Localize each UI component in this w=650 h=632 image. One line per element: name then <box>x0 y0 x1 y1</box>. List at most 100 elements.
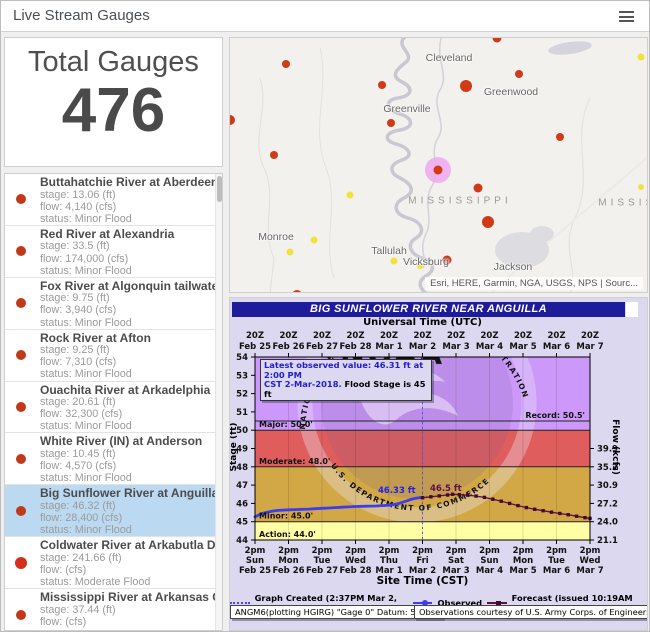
legend-observed-label: Observed <box>437 598 483 608</box>
gauge-list-item[interactable]: Ouachita River at Arkadelphia stage: 20.… <box>5 382 222 434</box>
forecast-marker <box>516 503 520 508</box>
gauge-name: Mississippi River at Arkansas City <box>40 590 222 605</box>
gauge-name: Big Sunflower River at Anguilla <box>40 486 219 501</box>
gauge-list-item[interactable]: Big Sunflower River at Anguilla stage: 4… <box>5 485 222 538</box>
threshold-label-minor: Minor: 45.0' <box>259 512 313 521</box>
stage-tick-label: 45 <box>236 518 248 528</box>
gauge-list-item[interactable]: White River (IN) at Anderson stage: 10.4… <box>5 433 222 486</box>
gauge-list-item[interactable]: Buttahatchie River at Aberdeen stage: 13… <box>5 174 222 226</box>
flow-tick-label: 24.0 <box>597 518 618 528</box>
gauge-stage: stage: 241.66 (ft) <box>40 551 122 564</box>
list-scrollbar[interactable] <box>215 174 222 630</box>
flow-tick-label: 21.1 <box>597 536 618 546</box>
forecast-marker <box>450 492 455 496</box>
menu-icon[interactable] <box>619 11 634 22</box>
gauge-name: Fox River at Algonquin tailwater <box>40 278 222 293</box>
gauge-status-dot-icon <box>16 194 26 205</box>
site-date-label: Mar 2 <box>409 566 436 576</box>
gauge-list-item[interactable]: Fox River at Algonquin tailwater stage: … <box>5 278 222 330</box>
gauge-flow: flow: 4,140 (cfs) <box>40 200 117 213</box>
forecast-marker <box>482 495 487 500</box>
flow-tick-label: 39.9 <box>597 445 618 455</box>
gauge-flow: flow: 3,940 (cfs) <box>40 304 117 317</box>
map-panel[interactable]: Cleveland Greenville Greenwood Monroe Tallul… <box>229 37 648 293</box>
gauge-status: status: Minor Flood <box>40 316 132 329</box>
map-gauge-dot[interactable] <box>230 115 235 125</box>
utc-date-label: Mar 1 <box>375 342 402 352</box>
gauge-list-item[interactable]: Rock River at Afton stage: 9.25 (ft) flo… <box>5 330 222 382</box>
utc-date-label: Feb 28 <box>339 342 371 352</box>
total-gauges-card: Total Gauges 476 <box>4 37 223 167</box>
map-gauge-dot[interactable] <box>292 290 302 293</box>
threshold-label-action: Action: 44.0' <box>259 530 316 539</box>
observed-series-line <box>253 495 424 519</box>
gauge-list-item[interactable]: Mississippi River at Arkansas City stage… <box>5 589 222 630</box>
site-time-tick-label: 2pm <box>245 546 266 556</box>
site-time-tick-label: 2pm <box>312 546 333 556</box>
gauge-status: status: Moderate Flood <box>40 576 151 589</box>
gauge-flow: flow: 7,310 (cfs) <box>40 356 117 369</box>
stage-tick-label: 51 <box>236 408 248 418</box>
utc-tick-label: 20Z <box>548 331 566 341</box>
map-gauge-dot[interactable] <box>460 80 472 92</box>
gauge-list-item[interactable]: Red River at Alexandria stage: 33.5 (ft)… <box>5 226 222 278</box>
gauge-list-item[interactable]: Coldwater River at Arkabutla Dam stage: … <box>5 537 222 590</box>
map-gauge-dot[interactable] <box>286 248 294 256</box>
total-gauges-label: Total Gauges <box>28 46 199 78</box>
site-time-tick-label: 2pm <box>278 546 299 556</box>
gauge-stage: stage: 13.06 (ft) <box>40 188 116 201</box>
map-gauge-dot[interactable] <box>433 165 443 175</box>
site-time-tick-label: 2pm <box>513 546 534 556</box>
gauge-flow: flow: 174,000 (cfs) <box>40 252 129 265</box>
site-date-label: Mar 5 <box>509 566 536 576</box>
map-gauge-dot[interactable] <box>390 257 398 265</box>
map-gauge-dot[interactable] <box>515 70 523 78</box>
site-date-label: Mar 6 <box>543 566 570 576</box>
utc-tick-label: 20Z <box>246 331 264 341</box>
observed-line-swatch <box>412 600 433 606</box>
map-gauge-dot[interactable] <box>556 133 564 141</box>
forecast-marker <box>541 509 545 513</box>
gauge-flow: flow: (cfs) <box>40 615 87 628</box>
utc-date-label: Feb 26 <box>272 342 304 352</box>
top-axis-title: Universal Time (UTC) <box>363 317 482 328</box>
map-gauge-dot[interactable] <box>637 53 645 61</box>
site-date-label: Mar 7 <box>576 566 603 576</box>
map-gauge-dot[interactable] <box>482 216 494 228</box>
gauge-flow: flow: 4,570 (cfs) <box>40 460 117 473</box>
gauge-stage: stage: 9.75 (ft) <box>40 292 110 305</box>
map-gauge-dot[interactable] <box>442 255 452 265</box>
map-gauge-dot[interactable] <box>310 236 318 244</box>
site-day-label: Fri <box>416 556 428 566</box>
site-date-label: Mar 1 <box>375 566 402 576</box>
forecast-marker <box>491 497 495 501</box>
info-line1: Latest observed value: 46.31 ft at 2:00 … <box>264 360 424 380</box>
gauge-name: Ouachita River at Arkadelphia <box>40 382 211 397</box>
utc-date-label: Mar 6 <box>543 342 570 352</box>
utc-tick-label: 20Z <box>481 331 499 341</box>
gauge-stage: stage: 10.45 (ft) <box>40 448 116 461</box>
map-gauge-dot[interactable] <box>492 38 502 43</box>
map-gauge-dot[interactable] <box>346 191 354 199</box>
site-time-tick-label: 2pm <box>379 546 400 556</box>
map-gauge-dot[interactable] <box>473 183 483 193</box>
map-gauge-dot[interactable] <box>387 119 395 127</box>
map-gauge-dot[interactable] <box>638 184 644 190</box>
observations-credit-box: Observations courtesy of U.S. Army Corps… <box>414 605 647 619</box>
scrollbar-thumb[interactable] <box>217 176 222 202</box>
forecast-marker <box>549 510 554 514</box>
map-gauge-dot[interactable] <box>270 151 278 159</box>
hydrograph-panel: BIG SUNFLOWER RIVER NEAR ANGUILLA Univer… <box>229 297 648 631</box>
app-title: Live Stream Gauges <box>13 7 150 24</box>
map-gauge-dot[interactable] <box>378 81 386 89</box>
map-gauge-dot[interactable] <box>417 263 423 269</box>
info-line2-date: CST 2-Mar-2018. <box>264 379 342 390</box>
map-gauge-dot[interactable] <box>282 60 290 68</box>
gauge-name: Red River at Alexandria <box>40 226 175 241</box>
forecast-marker <box>429 495 433 499</box>
utc-date-label: Mar 7 <box>576 342 603 352</box>
gauge-status: status: Minor Flood <box>40 368 132 381</box>
forecast-marker <box>533 507 537 511</box>
utc-date-label: Mar 4 <box>476 342 503 352</box>
lake-shape <box>548 41 592 55</box>
